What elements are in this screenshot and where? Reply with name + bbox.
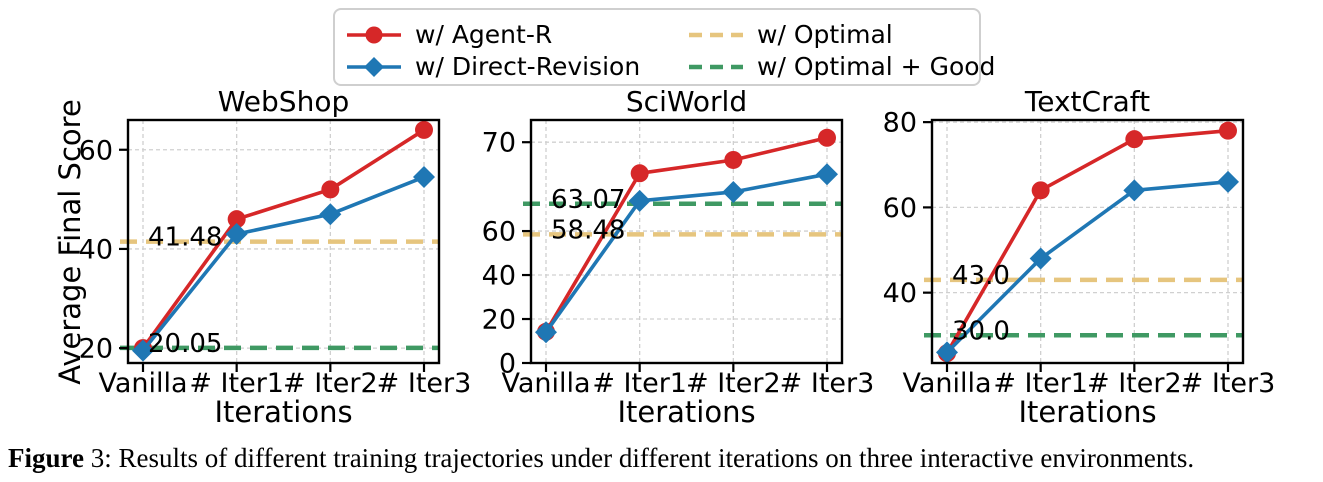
data-point bbox=[321, 180, 340, 199]
x-axis-label-textcraft: Iterations bbox=[1018, 395, 1157, 429]
data-point bbox=[132, 339, 154, 362]
data-point bbox=[722, 180, 745, 203]
y-tick-label: 60 bbox=[883, 193, 917, 224]
data-point bbox=[1125, 130, 1144, 149]
data-point bbox=[319, 203, 342, 226]
hline-value-label: 30.0 bbox=[952, 316, 1010, 346]
x-tick-label: # Iter1 bbox=[189, 368, 284, 399]
series-direct-revision bbox=[132, 166, 435, 362]
legend-item-optimal: w/ Optimal bbox=[687, 19, 893, 51]
hline-value-label: 43.0 bbox=[952, 261, 1010, 291]
x-tick-label: # Iter3 bbox=[780, 368, 875, 399]
legend-item-direct-revision: w/ Direct-Revision bbox=[345, 51, 640, 83]
data-point bbox=[413, 166, 435, 189]
sciworld-plot: 0 20 40 60 70 Vanilla # Iter1 # Iter2 # Iter3 63.… bbox=[482, 118, 874, 399]
data-point bbox=[816, 163, 838, 186]
legend-label: w/ Optimal bbox=[757, 20, 893, 49]
x-tick-label: # Iter2 bbox=[283, 368, 378, 399]
circle-marker-swatch bbox=[347, 26, 401, 44]
webshop-plot: 20 40 60 Vanilla # Iter1 # Iter2 # Iter3 41.48 2… bbox=[79, 118, 471, 399]
y-tick-label: 70 bbox=[482, 128, 516, 159]
plot-frame bbox=[930, 118, 1245, 365]
x-axis-label-sciworld: Iterations bbox=[617, 395, 756, 429]
y-tick-label: 40 bbox=[79, 234, 113, 265]
hline-value-label: 63.07 bbox=[551, 185, 625, 215]
x-tick-label: Vanilla bbox=[902, 368, 991, 399]
x-tick-label: # Iter3 bbox=[1181, 368, 1276, 399]
legend-label: w/ Optimal + Good bbox=[757, 52, 996, 81]
data-point bbox=[1219, 121, 1237, 140]
chart-title-textcraft: TextCraft bbox=[1024, 85, 1151, 118]
x-axis-label-webshop: Iterations bbox=[214, 395, 353, 429]
y-tick-label: 20 bbox=[79, 334, 113, 365]
x-tick-label: Vanilla bbox=[501, 368, 590, 399]
dashed-line-swatch bbox=[689, 32, 743, 38]
y-tick-label: 60 bbox=[482, 217, 516, 248]
data-point bbox=[1123, 179, 1146, 202]
caption-text: 3: Results of different training traject… bbox=[84, 443, 1195, 473]
legend-item-optimal-good: w/ Optimal + Good bbox=[687, 51, 995, 83]
legend-item-agent-r: w/ Agent-R bbox=[345, 19, 552, 51]
y-tick-label: 40 bbox=[482, 261, 516, 292]
data-point bbox=[724, 150, 743, 169]
figure-caption: Figure 3: Results of different training … bbox=[8, 441, 1323, 475]
x-tick-label: Vanilla bbox=[98, 368, 187, 399]
x-tick-label: # Iter1 bbox=[993, 368, 1088, 399]
data-point bbox=[1029, 247, 1052, 270]
dashed-line-swatch bbox=[689, 64, 743, 70]
chart-title-sciworld: SciWorld bbox=[625, 85, 748, 118]
y-tick-label: 60 bbox=[79, 135, 113, 166]
legend: w/ Agent-R w/ Direct-Revision w/ Optimal w/… bbox=[333, 8, 995, 86]
data-point bbox=[227, 210, 246, 229]
plot-frame bbox=[126, 118, 441, 365]
hline-value-label: 58.48 bbox=[551, 215, 625, 245]
legend-label: w/ Direct-Revision bbox=[415, 52, 641, 81]
caption-figure-word: Figure bbox=[8, 443, 84, 473]
series-direct-revision bbox=[535, 163, 838, 344]
x-tick-label: # Iter2 bbox=[686, 368, 781, 399]
x-tick-label: # Iter1 bbox=[592, 368, 687, 399]
data-point bbox=[1031, 181, 1050, 200]
legend-label: w/ Agent-R bbox=[415, 20, 553, 49]
data-point bbox=[936, 341, 958, 364]
data-point bbox=[628, 189, 651, 212]
y-tick-label: 0 bbox=[499, 349, 516, 380]
data-point bbox=[630, 164, 649, 183]
gridlines bbox=[932, 120, 1243, 363]
y-tick-label: 20 bbox=[482, 305, 516, 336]
x-tick-label: # Iter2 bbox=[1087, 368, 1182, 399]
x-tick-label: # Iter3 bbox=[377, 368, 472, 399]
data-point bbox=[535, 321, 557, 344]
hline-value-label: 41.48 bbox=[148, 223, 222, 253]
data-point bbox=[225, 223, 248, 246]
axis-ticks bbox=[119, 148, 426, 372]
data-point bbox=[1217, 170, 1239, 193]
data-point bbox=[415, 120, 433, 139]
chart-title-webshop: WebShop bbox=[217, 85, 350, 118]
hline-value-label: 20.05 bbox=[148, 329, 222, 359]
y-tick-label: 40 bbox=[883, 278, 917, 309]
axis-ticks bbox=[923, 121, 1230, 372]
plot-frame bbox=[529, 118, 844, 365]
axis-ticks bbox=[522, 141, 829, 372]
textcraft-plot: 40 60 80 Vanilla # Iter1 # Iter2 # Iter3 43.0 30… bbox=[883, 108, 1276, 399]
y-tick-label: 80 bbox=[883, 108, 917, 139]
diamond-marker-swatch bbox=[347, 57, 401, 77]
data-point bbox=[818, 128, 836, 147]
series-agent-r bbox=[938, 121, 1237, 363]
series-direct-revision bbox=[936, 170, 1239, 364]
